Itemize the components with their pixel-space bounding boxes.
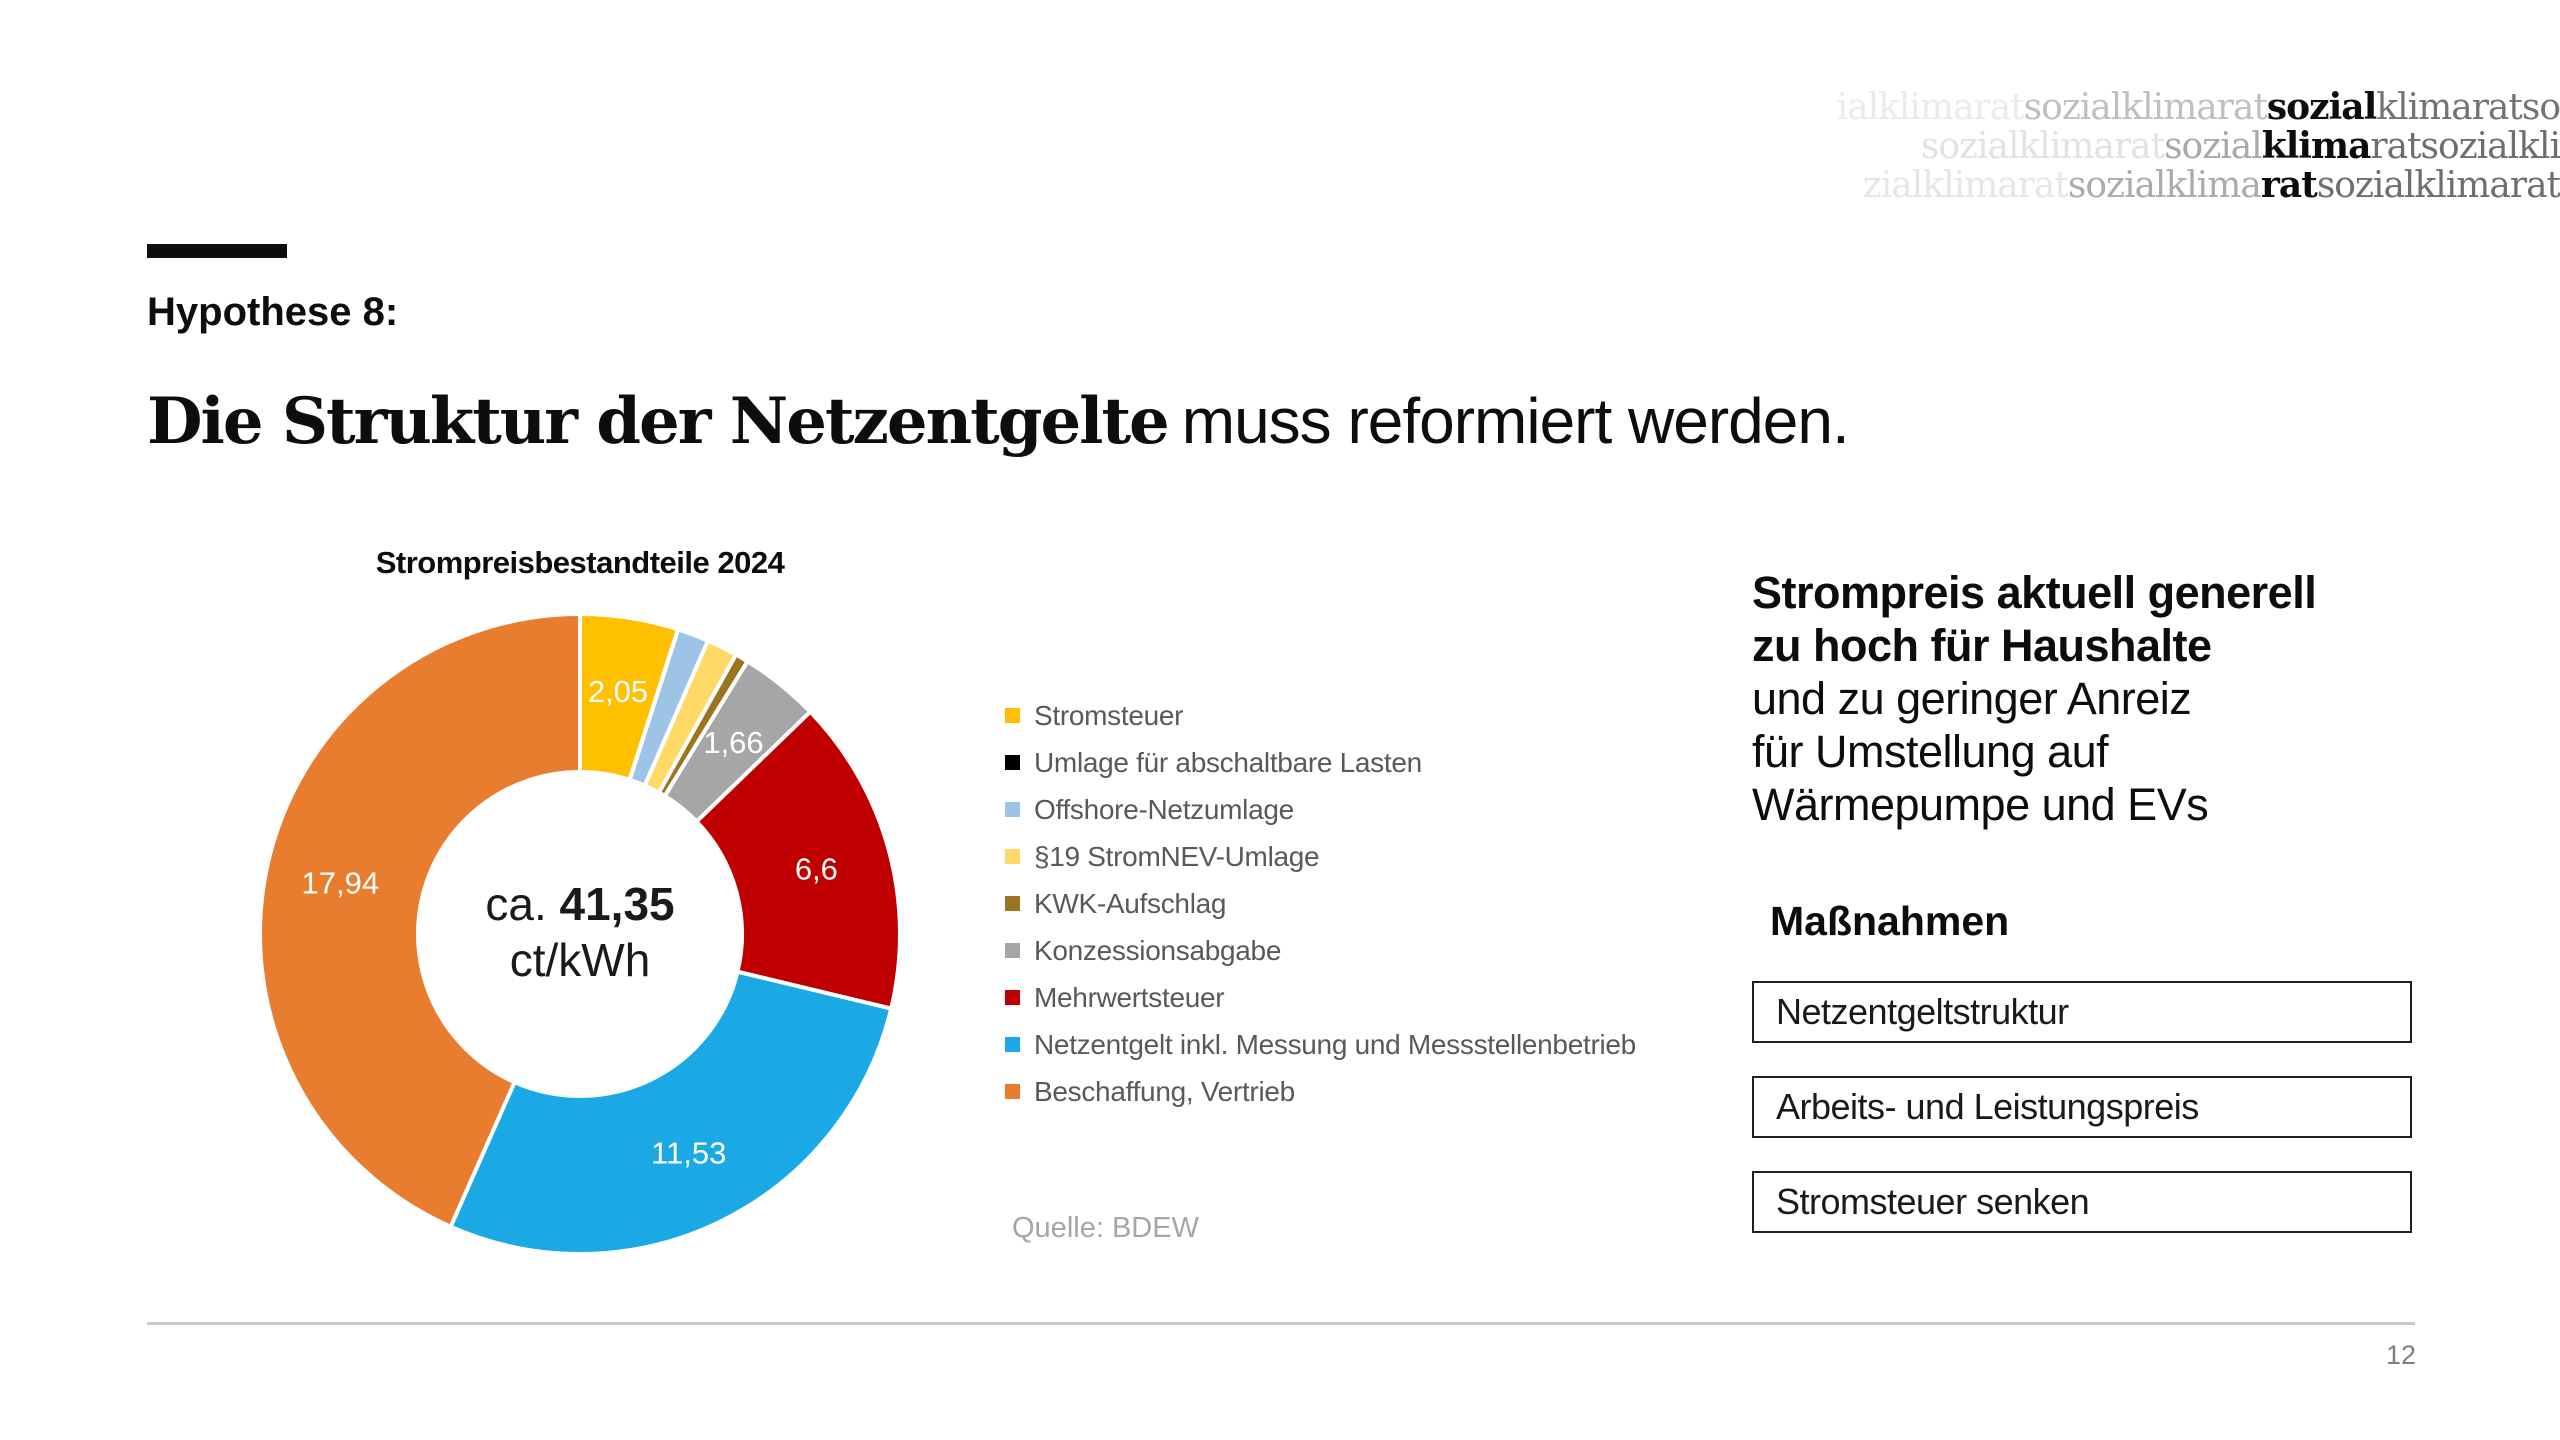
logo-line-1: ialklimaratsozialklimaratsozialklimarats… (1836, 86, 2560, 128)
legend-item: §19 StromNEV-Umlage (1005, 833, 1636, 880)
legend-swatch (1005, 802, 1020, 817)
logo-segment: sozial (2266, 86, 2377, 128)
legend-item: Mehrwertsteuer (1005, 974, 1636, 1021)
logo-segment: ratsozialkli (2370, 126, 2560, 167)
footer-rule (147, 1322, 2415, 1325)
donut-slice (257, 612, 582, 1229)
legend-swatch (1005, 896, 1020, 911)
donut-center-total: ca. 41,35 (485, 878, 674, 930)
legend-label: Konzessionsabgabe (1034, 934, 1282, 966)
logo-line-2: sozialklimaratsozialklimaratsozialkli (1837, 125, 2560, 167)
legend-item: Netzentgelt inkl. Messung und Messstelle… (1005, 1021, 1636, 1068)
legend-swatch (1005, 1037, 1020, 1052)
sozialklimarat-logo: ialklimaratsozialklimaratsozialklimarats… (1836, 86, 2560, 206)
measures-list: Netzentgeltstruktur Arbeits- und Leistung… (1752, 981, 2412, 1266)
measure-box: Stromsteuer senken (1752, 1171, 2412, 1233)
legend-label: Mehrwertsteuer (1034, 981, 1225, 1013)
logo-segment: sozialklima (2067, 165, 2262, 206)
chart-title: Strompreisbestandteile 2024 (375, 545, 785, 580)
kicker-bar (147, 244, 287, 258)
logo-segment: ialklimarat (1836, 87, 2025, 128)
legend-label: Umlage für abschaltbare Lasten (1034, 746, 1422, 778)
legend-swatch (1005, 990, 1020, 1005)
logo-segment: klimaratso (2376, 87, 2560, 128)
hypothesis-kicker: Hypothese 8: (147, 290, 399, 334)
insight-line: und zu geringer Anreiz (1752, 673, 2192, 724)
legend-swatch (1005, 755, 1020, 770)
legend-item: Offshore-Netzumlage (1005, 786, 1636, 833)
donut-center-unit: ct/kWh (510, 934, 651, 986)
legend-item: Beschaffung, Vertrieb (1005, 1068, 1636, 1115)
insight-line: zu hoch für Haushalte (1752, 620, 2212, 671)
logo-segment: klima (2261, 125, 2372, 167)
measures-heading: Maßnahmen (1770, 898, 2010, 944)
logo-line-3: zialklimaratsozialklimaratsozialklimarat (1837, 164, 2560, 206)
slide-title-emphasis: Die Struktur der Netzentgelte (147, 384, 1170, 459)
logo-segment: sozialklimarat (1920, 126, 2165, 167)
legend-swatch (1005, 1084, 1020, 1099)
legend-label: Stromsteuer (1034, 699, 1184, 731)
legend-item: Umlage für abschaltbare Lasten (1005, 739, 1636, 786)
measure-box: Arbeits- und Leistungspreis (1752, 1076, 2412, 1138)
logo-segment: sozialklimarat (2316, 165, 2560, 206)
donut-chart: 2,05 1,66 6,6 11,53 17,94 ca. 41,35 ct/kWh (250, 604, 910, 1264)
insight-line: für Umstellung auf (1752, 726, 2109, 777)
donut-slice-label: 2,05 (588, 674, 648, 709)
legend-swatch (1005, 849, 1020, 864)
legend-swatch (1005, 943, 1020, 958)
donut-slice (448, 969, 894, 1256)
chart-legend: Stromsteuer Umlage für abschaltbare Laste… (1005, 692, 1636, 1115)
donut-slice-label: 11,53 (651, 1136, 726, 1171)
insight-line: Wärmepumpe und EVs (1752, 779, 2209, 830)
measure-box: Netzentgeltstruktur (1752, 981, 2412, 1043)
legend-item: Konzessionsabgabe (1005, 927, 1636, 974)
slide-title-rest: muss reformiert werden. (1181, 385, 1850, 457)
legend-label: Beschaffung, Vertrieb (1034, 1075, 1295, 1107)
donut-slice (694, 709, 902, 1011)
insight-text: Strompreis aktuell generell zu hoch für H… (1752, 566, 2317, 831)
logo-segment: sozial (2164, 126, 2263, 167)
legend-label: Offshore-Netzumlage (1034, 793, 1294, 825)
legend-item: KWK-Aufschlag (1005, 880, 1636, 927)
slide-title: Die Struktur der Netzentgelte muss reform… (147, 384, 1850, 459)
page-number: 12 (2386, 1340, 2417, 1370)
insight-line: Strompreis aktuell generell (1752, 567, 2317, 618)
logo-segment: rat (2260, 164, 2318, 206)
legend-swatch (1005, 708, 1020, 723)
legend-label: Netzentgelt inkl. Messung und Messstelle… (1034, 1028, 1636, 1060)
donut-slice-label: 1,66 (703, 725, 763, 760)
logo-segment: zialklimarat (1862, 165, 2069, 206)
donut-slice-label: 17,94 (301, 865, 379, 900)
legend-label: §19 StromNEV-Umlage (1034, 840, 1320, 872)
chart-source: Quelle: BDEW (1012, 1212, 1199, 1244)
legend-item: Stromsteuer (1005, 692, 1636, 739)
legend-label: KWK-Aufschlag (1034, 887, 1227, 919)
donut-slice-label: 6,6 (795, 852, 838, 887)
logo-segment: sozialklimarat (2023, 87, 2268, 128)
